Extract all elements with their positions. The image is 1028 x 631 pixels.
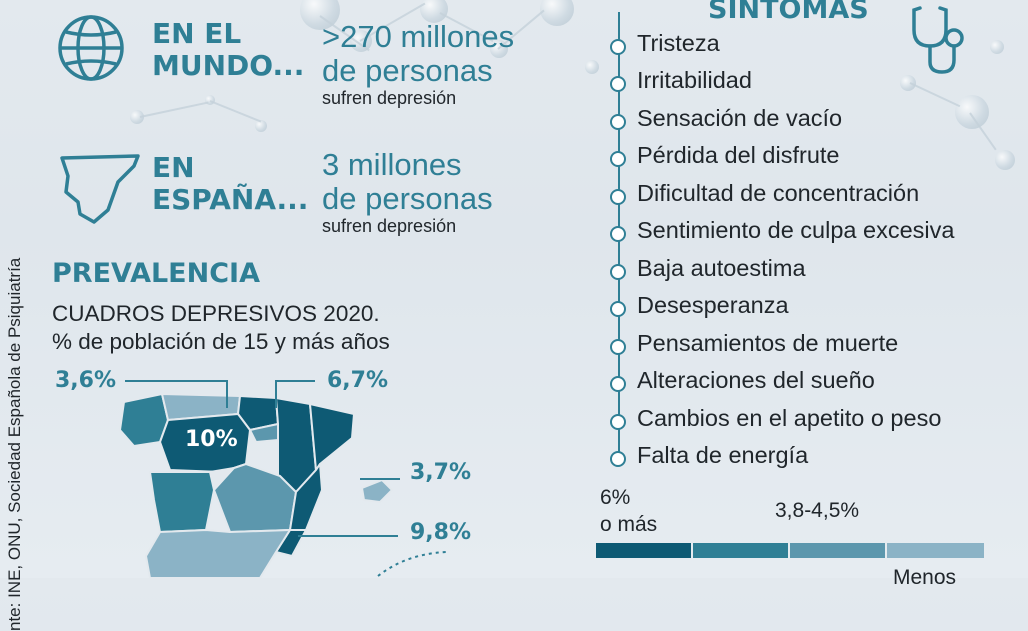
world-label-line2: MUNDO... bbox=[152, 49, 305, 82]
symptom-item: Desesperanza bbox=[609, 292, 1024, 330]
symptom-item: Sensación de vacío bbox=[609, 105, 1024, 143]
legend-high-line2: o más bbox=[600, 513, 658, 536]
spain-map bbox=[110, 380, 510, 579]
world-stat-sub: sufren depresión bbox=[322, 88, 457, 108]
legend-swatch-1 bbox=[596, 543, 691, 558]
world-label-line1: EN EL bbox=[152, 17, 242, 50]
bullet-icon bbox=[610, 76, 626, 92]
stethoscope-icon bbox=[908, 2, 970, 78]
leader-northwest bbox=[125, 380, 227, 382]
symptom-item: Baja autoestima bbox=[609, 255, 1024, 293]
bullet-icon bbox=[610, 151, 626, 167]
symptoms-title: SÍNTOMAS bbox=[708, 0, 869, 25]
symptom-item: Falta de energía bbox=[609, 442, 1024, 480]
bullet-icon bbox=[610, 451, 626, 467]
symptom-item: Alteraciones del sueño bbox=[609, 367, 1024, 405]
region-cataluna bbox=[309, 403, 355, 471]
world-stat-line1: >270 millones bbox=[322, 19, 515, 54]
region-andalucia bbox=[145, 529, 291, 579]
symptom-item: Pensamientos de muerte bbox=[609, 330, 1024, 368]
legend-swatch-4 bbox=[887, 543, 984, 558]
bullet-icon bbox=[610, 226, 626, 242]
symptom-item: Tristeza bbox=[609, 30, 1024, 68]
legend-swatch-3 bbox=[790, 543, 885, 558]
prevalence-subtitle: CUADROS DEPRESIVOS 2020. % de población … bbox=[52, 300, 390, 356]
value-baleares: 3,7% bbox=[410, 460, 472, 485]
legend-mid-label: 3,8-4,5% bbox=[775, 499, 860, 522]
source-note: nte: INE, ONU, Sociedad Española de Psiq… bbox=[5, 257, 24, 631]
region-extremadura bbox=[149, 471, 215, 533]
region-la-rioja bbox=[249, 423, 279, 443]
spain-label: EN ESPAÑA... bbox=[152, 152, 308, 216]
bullet-icon bbox=[610, 39, 626, 55]
symptom-item: Dificultad de concentración bbox=[609, 180, 1024, 218]
value-center: 10% bbox=[185, 427, 238, 452]
spain-stat-line1: 3 millones bbox=[322, 147, 462, 182]
leader-east bbox=[298, 535, 398, 537]
canarias-dotted-arrow bbox=[376, 548, 456, 578]
prevalence-title: PREVALENCIA bbox=[52, 258, 260, 289]
symptom-item: Sentimiento de culpa excesiva bbox=[609, 217, 1024, 255]
bullet-icon bbox=[610, 114, 626, 130]
leader-baleares bbox=[360, 478, 400, 480]
leader-north-drop bbox=[275, 380, 277, 408]
legend-high-line1: 6% bbox=[600, 486, 631, 509]
prevalence-subtitle-line2: % de población de 15 y más años bbox=[52, 329, 390, 354]
globe-icon bbox=[55, 12, 127, 84]
bullet-icon bbox=[610, 376, 626, 392]
symptom-item: Cambios en el apetito o peso bbox=[609, 405, 1024, 443]
bullet-icon bbox=[610, 264, 626, 280]
symptom-item: Pérdida del disfrute bbox=[609, 142, 1024, 180]
legend-swatch-2 bbox=[693, 543, 788, 558]
bullet-icon bbox=[610, 339, 626, 355]
spain-label-line2: ESPAÑA... bbox=[152, 183, 309, 216]
spain-stat-sub: sufren depresión bbox=[322, 216, 457, 236]
value-northwest: 3,6% bbox=[55, 368, 117, 393]
world-label: EN EL MUNDO... bbox=[152, 18, 304, 82]
symptom-item: Irritabilidad bbox=[609, 67, 1024, 105]
world-stat-line2: de personas bbox=[322, 53, 493, 88]
bullet-icon bbox=[610, 414, 626, 430]
spain-stat-line2: de personas bbox=[322, 181, 493, 216]
spain-label-line1: EN bbox=[152, 151, 195, 184]
bullet-icon bbox=[610, 301, 626, 317]
leader-north bbox=[275, 380, 315, 382]
value-north: 6,7% bbox=[327, 368, 389, 393]
region-baleares bbox=[361, 479, 393, 503]
legend-low-label: Menos bbox=[893, 566, 957, 589]
value-east: 9,8% bbox=[410, 520, 472, 545]
spain-outline-icon bbox=[58, 152, 142, 224]
leader-northwest-drop bbox=[226, 380, 228, 408]
prevalence-subtitle-line1: CUADROS DEPRESIVOS 2020. bbox=[52, 301, 380, 326]
world-stat: >270 millones de personas sufren depresi… bbox=[322, 20, 514, 109]
bullet-icon bbox=[610, 189, 626, 205]
spain-stat: 3 millones de personas sufren depresión bbox=[322, 148, 493, 237]
legend-high-label: 6% o más bbox=[600, 484, 657, 538]
